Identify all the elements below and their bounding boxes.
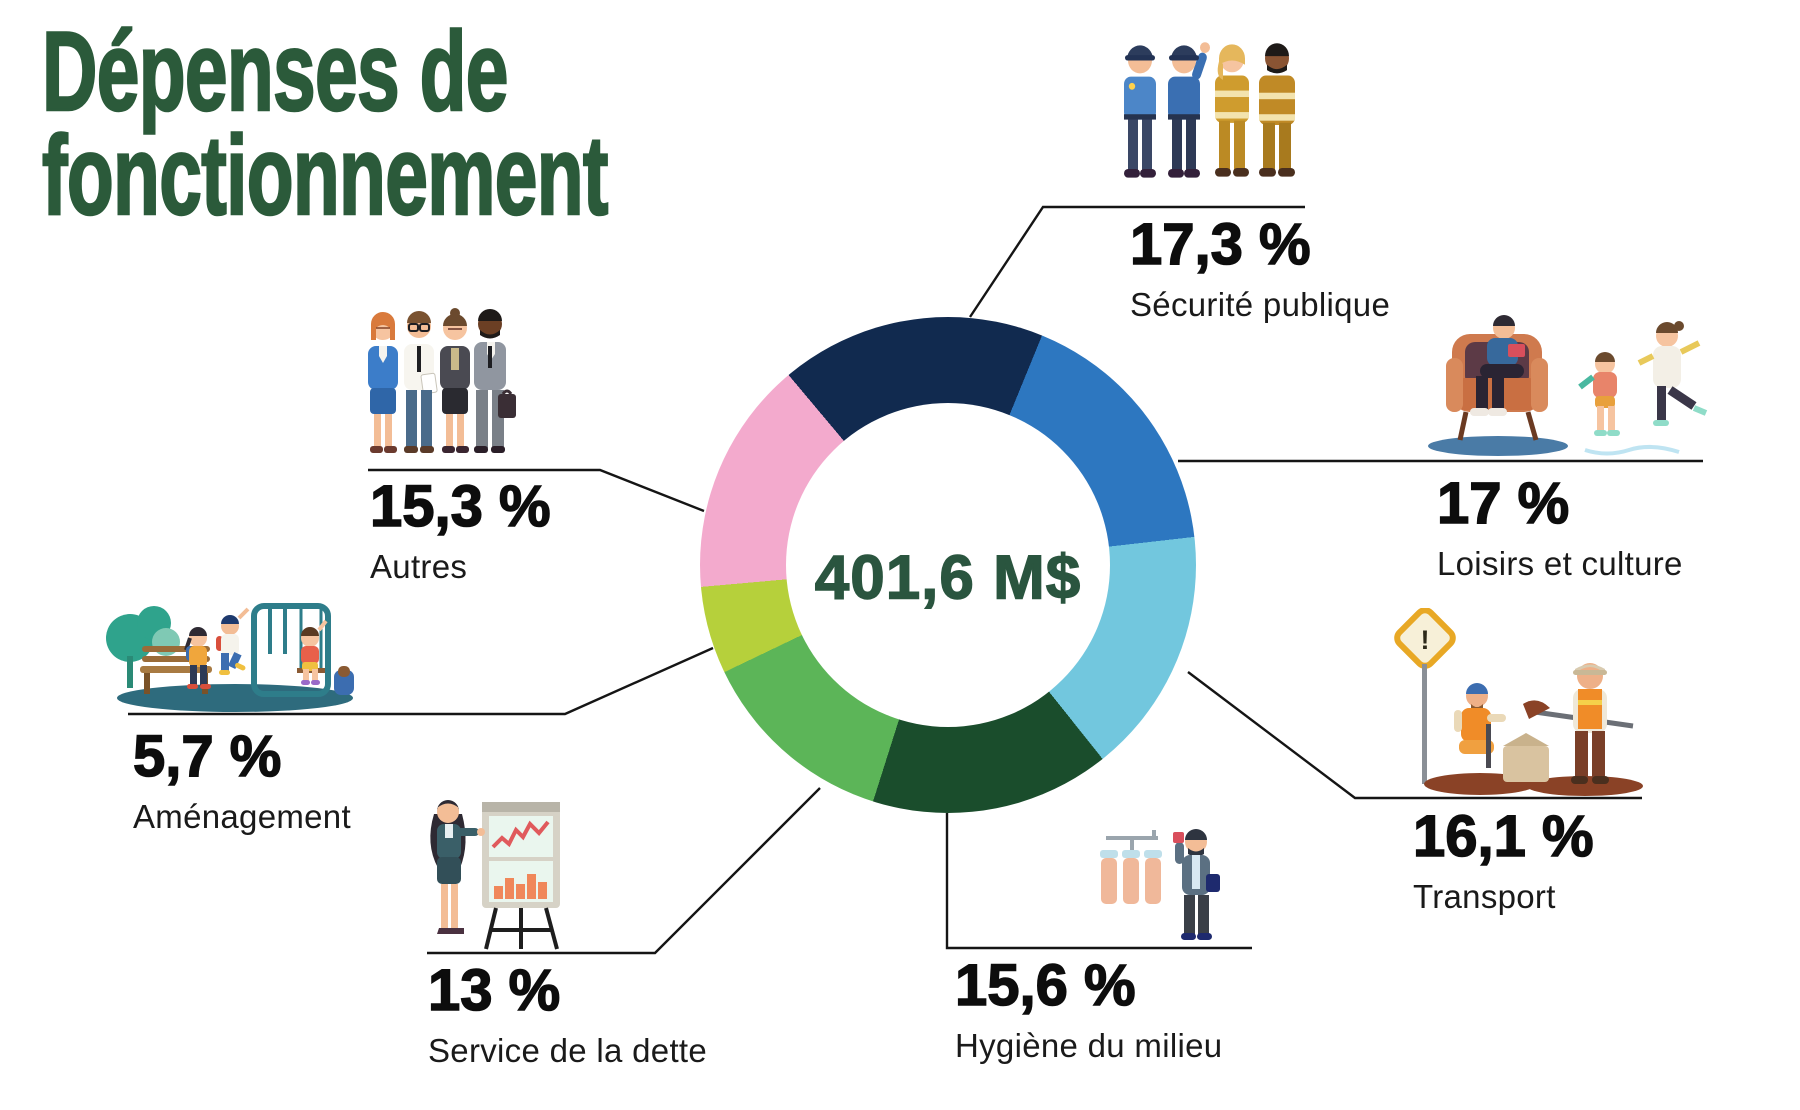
segment-label-autres: 15,3 % Autres	[369, 474, 551, 586]
segment-label-amenagement: 5,7 % Aménagement	[132, 724, 351, 836]
businesswoman-gray-icon	[440, 308, 470, 453]
security-illustration	[1112, 25, 1317, 197]
loisirs-percent: 17 %	[1436, 471, 1570, 536]
filtration-tanks-icon	[1100, 830, 1162, 904]
inspector-icon	[1173, 829, 1220, 940]
amenagement-percent: 5,7 %	[132, 724, 282, 789]
transport-name: Transport	[1413, 878, 1556, 915]
ice-skaters-icon	[1578, 321, 1708, 456]
segment-label-loisirs: 17 % Loisirs et culture	[1436, 471, 1683, 583]
service-dette-illustration	[412, 786, 574, 952]
dirt-mounds-icon	[1424, 733, 1643, 796]
autres-illustration	[360, 290, 516, 466]
armchair-reader-icon	[1428, 315, 1568, 456]
page-title-line2: fonctionnement	[41, 113, 609, 238]
loisirs-name: Loisirs et culture	[1437, 545, 1683, 582]
amenagement-illustration	[102, 596, 360, 716]
hygiene-percent: 15,6 %	[954, 953, 1136, 1018]
warning-sign-icon: !	[1394, 608, 1456, 784]
autres-percent: 15,3 %	[369, 474, 551, 539]
boy-on-swing-icon	[301, 619, 328, 685]
standing-worker-icon	[1523, 663, 1634, 784]
businessman-tie-icon	[404, 311, 438, 453]
loisirs-illustration	[1420, 250, 1720, 458]
service-dette-name: Service de la dette	[428, 1032, 708, 1069]
segment-label-transport: 16,1 % Transport	[1412, 804, 1594, 916]
page-title: Dépenses de fonctionnement	[41, 9, 609, 238]
businessman-suit-icon	[474, 309, 516, 453]
segment-label-securite: 17,3 % Sécurité publique	[1129, 212, 1391, 324]
service-dette-percent: 13 %	[427, 958, 561, 1023]
donut-center-label: 401,6 M$	[814, 543, 1082, 613]
firefighter-man-icon	[1259, 43, 1295, 177]
securite-name: Sécurité publique	[1130, 286, 1391, 323]
police-officer-waving-icon	[1168, 42, 1210, 178]
kneeling-worker-icon	[1454, 683, 1506, 768]
segment-label-service-dette: 13 % Service de la dette	[427, 958, 708, 1070]
transport-percent: 16,1 %	[1412, 804, 1594, 869]
businesswoman-blue-icon	[368, 312, 398, 453]
transport-illustration: !	[1385, 608, 1647, 796]
backpack-icon	[334, 666, 354, 695]
hygiene-name: Hygiène du milieu	[955, 1027, 1223, 1064]
boy-jumping-icon	[216, 607, 250, 675]
autres-name: Autres	[370, 548, 468, 585]
firefighter-woman-icon	[1215, 44, 1249, 177]
hygiene-illustration	[1092, 818, 1234, 946]
donut-hole	[786, 403, 1110, 727]
amenagement-name: Aménagement	[133, 798, 351, 835]
securite-percent: 17,3 %	[1129, 212, 1311, 277]
girl-walking-icon	[184, 627, 211, 689]
donut-chart	[700, 317, 1196, 813]
presenter-icon	[430, 800, 485, 934]
svg-text:!: !	[1421, 625, 1430, 655]
page-title-line1: Dépenses de	[41, 9, 509, 134]
segment-label-hygiene: 15,6 % Hygiène du milieu	[954, 953, 1223, 1065]
ground-icon	[117, 684, 353, 712]
police-officer-icon	[1124, 45, 1156, 178]
flipchart-icon	[482, 802, 560, 950]
